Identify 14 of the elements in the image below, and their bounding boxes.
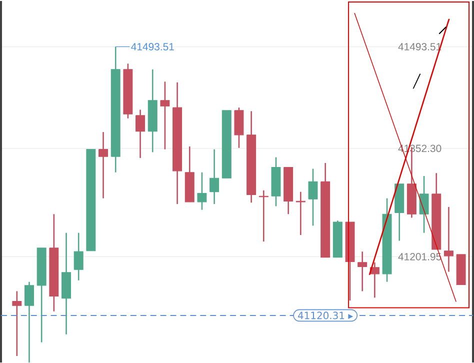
ref-line-label: 41120.31 ▸ xyxy=(298,311,354,319)
candlestick xyxy=(210,148,220,204)
candlestick xyxy=(24,280,34,362)
candlestick xyxy=(444,206,454,272)
annotation: 41493.51 xyxy=(131,42,174,50)
candlestick xyxy=(160,80,170,150)
candlestick xyxy=(308,168,318,226)
candlestick xyxy=(358,250,368,292)
candlestick xyxy=(74,232,84,281)
candlestick xyxy=(419,175,429,234)
candlestick xyxy=(12,290,22,356)
candlestick xyxy=(98,131,108,199)
candlestick xyxy=(136,108,146,158)
candlestick xyxy=(197,171,207,210)
